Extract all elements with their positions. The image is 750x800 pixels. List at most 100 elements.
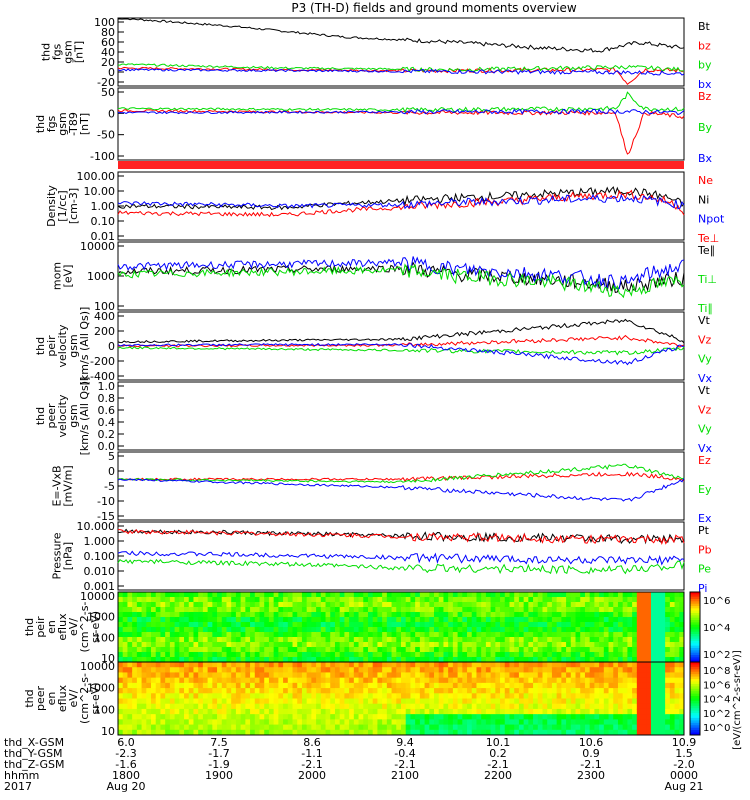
heatmap-cell — [382, 729, 388, 736]
heatmap-cell — [424, 698, 430, 705]
heatmap-cell — [259, 688, 265, 694]
heatmap-cell — [561, 698, 567, 705]
heatmap-cell — [674, 612, 680, 618]
heatmap-cell — [245, 688, 251, 694]
heatmap-cell — [632, 667, 638, 673]
heatmap-cell — [617, 714, 624, 720]
heatmap-cell — [330, 708, 336, 715]
heatmap-cell — [174, 714, 180, 720]
heatmap-cell — [325, 729, 331, 736]
heatmap-cell — [523, 688, 529, 694]
heatmap-cell — [254, 677, 260, 684]
heatmap-cell — [174, 672, 180, 679]
heatmap-cell — [235, 708, 242, 715]
heatmap-cell — [240, 622, 246, 628]
heatmap-cell — [221, 637, 227, 643]
heatmap-cell — [273, 642, 279, 648]
heatmap-cell — [660, 662, 666, 668]
heatmap-cell — [136, 612, 143, 618]
heatmap-cell — [382, 607, 388, 613]
heatmap-cell — [155, 637, 161, 643]
y-axis-label: thd — [23, 618, 36, 636]
heatmap-cell — [471, 682, 477, 689]
heatmap-cell — [518, 632, 525, 638]
heatmap-cell — [386, 672, 393, 679]
heatmap-cell — [660, 632, 666, 638]
heatmap-cell — [551, 627, 558, 633]
heatmap-cell — [160, 657, 166, 663]
heatmap-cell — [636, 607, 643, 613]
heatmap-cell — [674, 708, 680, 715]
heatmap-cell — [330, 652, 336, 658]
heatmap-cell — [349, 637, 355, 643]
heatmap-cell — [452, 667, 459, 673]
heatmap-cell — [146, 602, 152, 608]
heatmap-cell — [533, 708, 539, 715]
heatmap-cell — [570, 652, 577, 658]
heatmap-cell — [467, 637, 473, 643]
heatmap-cell — [490, 719, 496, 726]
heatmap-cell — [259, 719, 265, 726]
heatmap-cell — [287, 677, 294, 684]
heatmap-cell — [679, 637, 685, 643]
heatmap-cell — [650, 682, 657, 689]
heatmap-cell — [476, 612, 482, 618]
heatmap-cell — [202, 597, 209, 603]
heatmap-cell — [410, 677, 416, 684]
heatmap-cell — [136, 708, 143, 715]
heatmap-cell — [363, 612, 369, 618]
heatmap-cell — [500, 652, 506, 658]
heatmap-cell — [660, 688, 666, 694]
heatmap-cell — [207, 647, 213, 653]
heatmap-cell — [424, 602, 430, 608]
heatmap-cell — [231, 698, 237, 705]
heatmap-cell — [434, 667, 440, 673]
heatmap-cell — [193, 617, 199, 623]
heatmap-cell — [226, 703, 232, 710]
heatmap-cell — [448, 677, 454, 684]
heatmap-cell — [396, 729, 402, 736]
heatmap-cell — [202, 617, 209, 623]
heatmap-cell — [250, 597, 256, 603]
x-tick-label: 8.6 — [303, 736, 321, 749]
heatmap-cell — [221, 719, 227, 726]
heatmap-cell — [457, 682, 463, 689]
heatmap-cell — [169, 698, 176, 705]
heatmap-cell — [151, 602, 157, 608]
heatmap-cell — [301, 617, 308, 623]
heatmap-cell — [533, 617, 539, 623]
heatmap-cell — [306, 703, 312, 710]
heatmap-cell — [146, 698, 152, 705]
heatmap-cell — [542, 682, 548, 689]
heatmap-cell — [603, 698, 610, 705]
heatmap-cell — [485, 642, 492, 648]
heatmap-cell — [650, 592, 657, 598]
heatmap-cell — [622, 652, 628, 658]
heatmap-cell — [297, 607, 303, 613]
heatmap-cell — [523, 682, 529, 689]
heatmap-cell — [136, 647, 143, 653]
heatmap-cell — [367, 607, 374, 613]
heatmap-cell — [528, 677, 534, 684]
heatmap-cell — [141, 657, 147, 663]
heatmap-cell — [235, 602, 242, 608]
heatmap-cell — [589, 622, 595, 628]
heatmap-cell — [476, 642, 482, 648]
heatmap-cell — [580, 703, 586, 710]
heatmap-cell — [438, 698, 444, 705]
heatmap-cell — [320, 602, 327, 608]
heatmap-cell — [584, 612, 591, 618]
heatmap-cell — [523, 592, 529, 598]
heatmap-cell — [490, 698, 496, 705]
heatmap-cell — [443, 602, 449, 608]
heatmap-cell — [636, 602, 643, 608]
heatmap-cell — [443, 703, 449, 710]
heatmap-cell — [561, 652, 567, 658]
heatmap-cell — [278, 602, 284, 608]
heatmap-cell — [151, 698, 157, 705]
heatmap-cell — [165, 672, 171, 679]
heatmap-cell — [410, 672, 416, 679]
heatmap-cell — [566, 592, 572, 598]
heatmap-cell — [650, 724, 657, 731]
heatmap-cell — [207, 657, 213, 663]
